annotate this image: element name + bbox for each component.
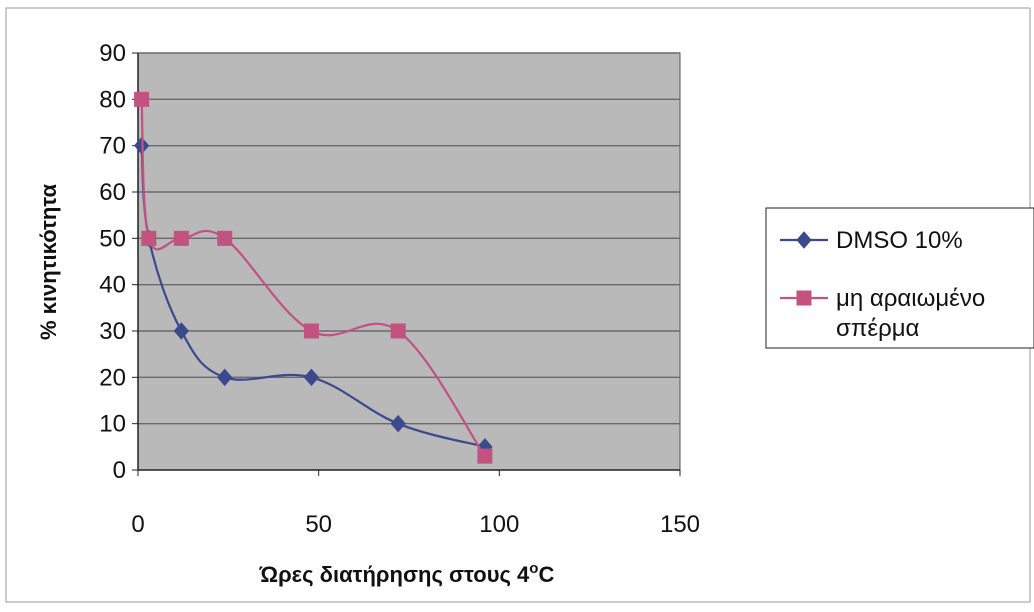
data-point	[173, 230, 189, 246]
axes	[137, 53, 680, 471]
data-point	[390, 414, 406, 433]
legend-box	[765, 207, 1034, 349]
plot-area	[137, 52, 681, 471]
legend-swatch-marker	[796, 290, 812, 306]
y-tick-label: 0	[113, 457, 126, 484]
data-point	[303, 323, 319, 339]
legend-label: μη αραιωμένο	[836, 285, 985, 312]
x-axis-title: Ώρες διατήρησης στους 4oC	[259, 560, 555, 587]
y-tick-label: 20	[99, 364, 126, 391]
data-point	[303, 368, 320, 387]
legend-label: σπέρμα	[836, 315, 920, 342]
y-tick-label: 30	[99, 318, 126, 345]
data-point	[134, 91, 150, 107]
legend-label: DMSO 10%	[836, 227, 963, 254]
data-point	[217, 230, 233, 246]
data-point	[141, 230, 157, 246]
y-axis-title: % κινητικότητα	[36, 184, 61, 340]
y-tick-label: 40	[99, 272, 126, 299]
x-axis-title-suffix: C	[538, 562, 554, 587]
legend-items: DMSO 10% μη αραιωμένο σπέρμα	[780, 227, 985, 342]
series-2	[134, 91, 493, 464]
y-tick-label: 90	[99, 40, 126, 67]
series-group	[133, 91, 493, 464]
legend-swatch-marker	[796, 231, 812, 249]
x-tick-label: 50	[305, 511, 332, 538]
legend-item-2: μη αραιωμένο σπέρμα	[780, 285, 985, 342]
y-tick-label: 80	[99, 86, 126, 113]
data-point	[390, 323, 406, 339]
data-point	[477, 448, 493, 464]
y-tick-label: 50	[99, 225, 126, 252]
legend: DMSO 10% μη αραιωμένο σπέρμα	[765, 207, 1034, 349]
y-tick-label: 60	[99, 179, 126, 206]
y-tick-labels: 0 10 20 30 40 50 60 70 80 90	[99, 40, 126, 484]
y-tick-label: 70	[99, 133, 126, 160]
y-tick-label: 10	[99, 411, 126, 438]
x-tick-labels: 0 50 100 150	[131, 511, 700, 538]
x-axis-title-main: Ώρες διατήρησης στους 4	[259, 562, 530, 587]
data-point	[217, 368, 233, 387]
x-tick-label: 0	[131, 511, 144, 538]
legend-item-1: DMSO 10%	[780, 227, 963, 254]
x-axis-title-superscript: o	[529, 560, 538, 577]
data-point	[173, 322, 190, 340]
x-tick-label: 150	[660, 511, 700, 538]
x-tick-label: 100	[479, 511, 519, 538]
